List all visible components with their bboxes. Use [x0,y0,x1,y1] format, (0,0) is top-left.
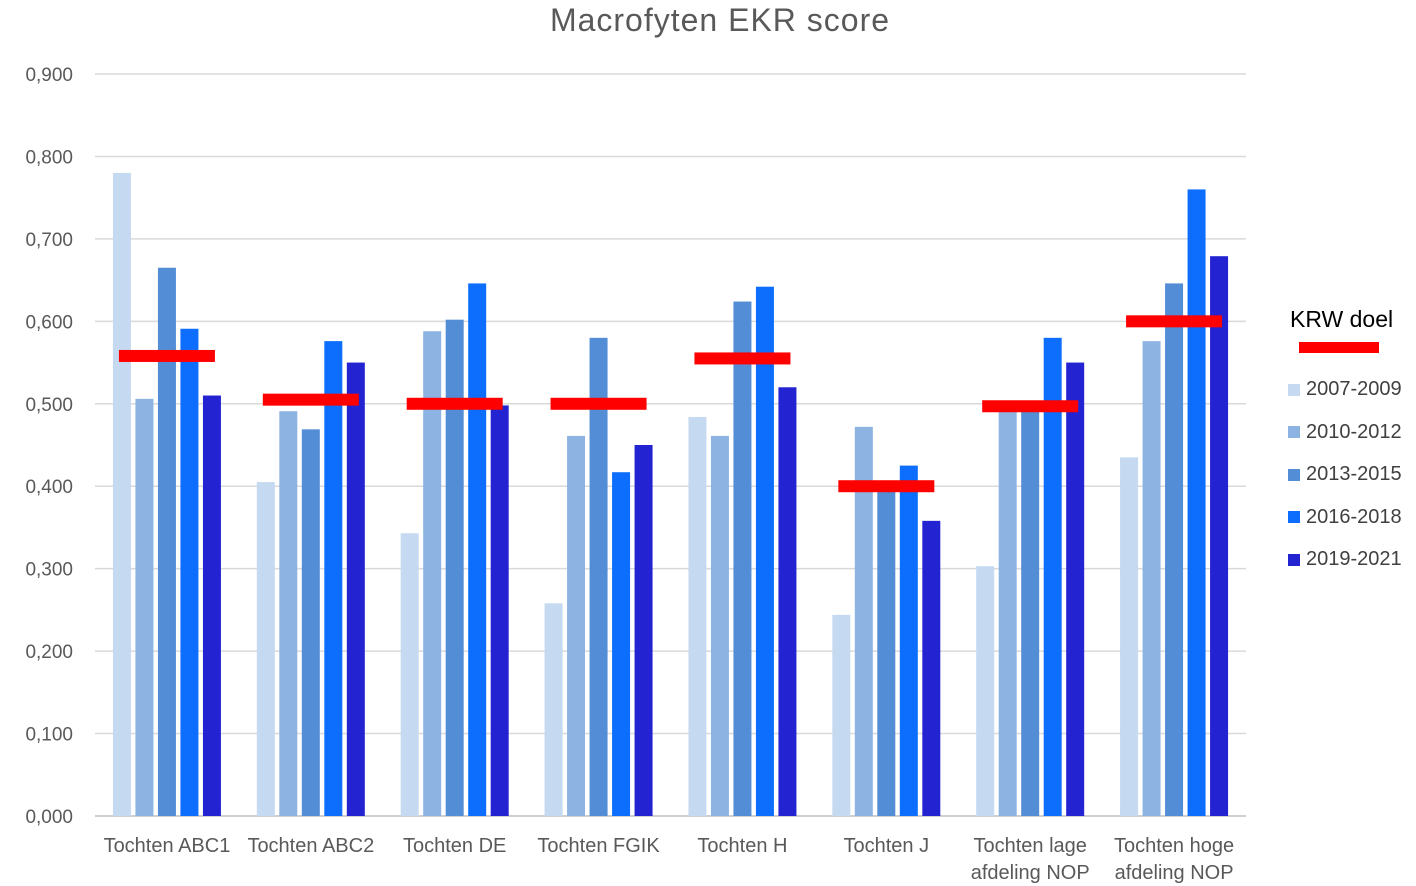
y-tick-label: 0,200 [25,642,73,663]
x-category-label: afdeling NOP [1115,862,1234,884]
bar [710,435,729,816]
bars [112,172,1229,817]
bar [778,387,797,816]
bar [612,472,631,816]
legend-label: 2019-2021 [1306,548,1402,570]
bar [301,429,320,816]
bar [755,286,774,816]
y-tick-label: 0,000 [25,807,73,828]
legend-swatch [1288,511,1300,524]
legend-item: 2007-2009 [1288,377,1402,401]
legend-item: 2019-2021 [1288,547,1402,571]
bar [135,398,154,816]
bar [1210,256,1229,816]
y-tick-label: 0,500 [25,395,73,416]
bar [922,520,941,816]
legend-label: 2016-2018 [1306,505,1402,528]
chart-title: Macrofyten EKR score [549,2,891,38]
target-marker [982,400,1079,413]
target-marker [550,397,647,410]
bar [423,331,442,816]
y-tick-label: 0,600 [25,312,73,333]
y-tick-label: 0,900 [25,65,73,86]
bar [733,301,752,817]
target-markers [118,315,1223,493]
legend-swatch [1288,383,1300,396]
bar [1120,457,1139,816]
target-marker [406,397,503,410]
legend-label: 2010-2012 [1306,420,1402,443]
bar [1043,337,1062,816]
x-category-label: Tochten J [844,835,930,857]
bar [832,614,851,816]
bar [688,416,707,816]
bar [445,319,464,816]
bar [877,491,896,816]
legend-swatch [1288,553,1300,566]
bar [112,172,131,816]
target-marker [1126,315,1223,328]
bar [589,337,608,816]
x-category-label: Tochten ABC1 [104,835,231,857]
target-marker [262,393,359,406]
x-category-label: Tochten hoge [1114,835,1234,857]
bar [544,603,563,816]
bar [490,405,509,816]
bar [202,395,221,816]
x-category-label: Tochten lage [973,835,1086,857]
legend-target-title: KRW doel [1290,306,1394,332]
x-category-label: afdeling NOP [971,862,1090,884]
bar [279,411,298,816]
bar [157,267,176,816]
bar [400,533,419,816]
x-axis-category-labels: Tochten ABC1 Tochten ABC2 Tochten DE Tochte… [104,835,1235,884]
legend-item: 2013-2015 [1288,462,1402,486]
bar [854,426,873,816]
legend-item: 2010-2012 [1288,420,1402,444]
legend-label: 2013-2015 [1306,463,1402,485]
bar [1021,411,1040,816]
bar [1187,189,1206,816]
legend-label: 2007-2009 [1306,378,1402,400]
bar [634,445,653,816]
y-tick-label: 0,300 [25,560,73,581]
y-tick-label: 0,100 [25,725,73,746]
y-tick-label: 0,700 [25,230,73,251]
bar [567,435,586,816]
target-marker [838,480,935,493]
bar [256,482,275,816]
bar [346,362,365,816]
x-category-label: Tochten H [697,835,787,857]
legend-target-swatch [1299,342,1379,353]
x-category-label: Tochten ABC2 [247,835,374,857]
bar [1066,362,1085,816]
bar [976,566,995,816]
bar [1165,283,1184,816]
legend-swatch [1288,426,1300,439]
bar [324,341,343,816]
bar [998,406,1017,816]
bar [1142,341,1161,816]
y-tick-label: 0,400 [25,477,73,498]
bar [180,328,199,816]
legend-item: 2016-2018 [1288,505,1402,529]
bar [468,283,487,816]
legend-swatch [1288,468,1300,481]
target-marker [118,349,215,362]
target-marker [694,352,791,365]
y-tick-label: 0,800 [25,147,73,168]
x-category-label: Tochten DE [403,835,506,857]
x-category-label: Tochten FGIK [537,835,660,857]
bar [899,465,918,816]
y-axis-tick-labels: 0,000 0,100 0,200 0,300 0,400 0,500 0,600 0,700… [25,65,73,828]
